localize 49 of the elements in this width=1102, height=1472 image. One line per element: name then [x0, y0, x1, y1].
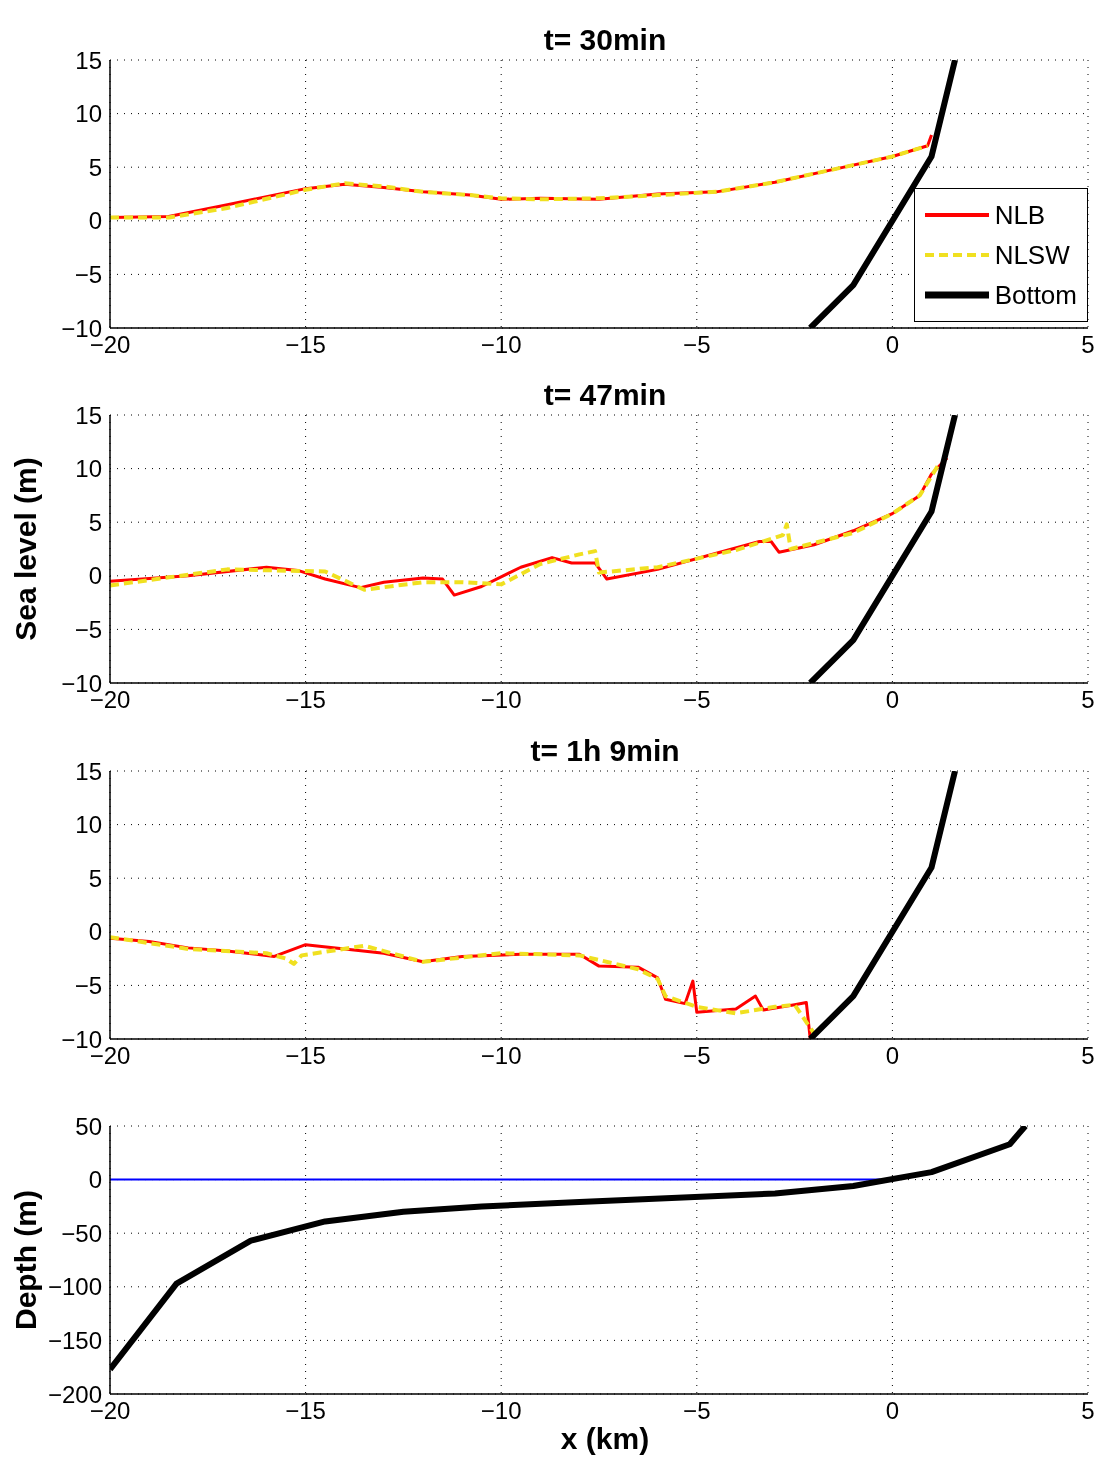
x-tick-label: −5 [683, 1042, 711, 1070]
y-tick-label: 10 [75, 811, 102, 839]
x-tick-label: −10 [480, 686, 522, 714]
x-tick-label: −15 [285, 686, 326, 714]
x-tick-label: 5 [1081, 1042, 1095, 1070]
x-tick-label: 0 [885, 686, 900, 714]
x-tick-label: 0 [885, 1397, 900, 1425]
x-tick-label: −5 [683, 686, 711, 714]
x-tick-label: −10 [480, 1397, 522, 1425]
x-tick-label: −15 [285, 1397, 326, 1425]
y-tick-label: −50 [61, 1219, 102, 1247]
y-tick-label: −5 [74, 260, 102, 288]
y-tick-label: −150 [47, 1326, 102, 1354]
y-tick-label: 15 [75, 757, 102, 785]
legend-label: NLB [994, 199, 1046, 231]
x-tick-label: −5 [683, 1397, 711, 1425]
x-tick-label: −5 [683, 331, 711, 359]
chart-title: t= 47min [542, 378, 668, 412]
y-tick-label: −5 [74, 615, 102, 643]
y-tick-label: 5 [88, 508, 102, 536]
y-tick-label: −100 [47, 1273, 102, 1301]
y-tick-label: 0 [88, 918, 102, 946]
x-tick-label: 5 [1081, 686, 1095, 714]
y-axis-title: Sea level (m) [9, 457, 43, 641]
y-tick-label: 10 [75, 455, 102, 483]
x-tick-label: 5 [1081, 1397, 1095, 1425]
y-tick-label: 15 [75, 401, 102, 429]
y-tick-label: 0 [88, 562, 102, 590]
y-tick-label: 5 [88, 153, 102, 181]
x-tick-label: −10 [480, 1042, 522, 1070]
x-tick-label: −10 [480, 331, 522, 359]
chart-title: t= 1h 9min [529, 734, 681, 768]
y-tick-label: 15 [75, 46, 102, 74]
y-tick-label: 50 [75, 1112, 102, 1140]
x-tick-label: 5 [1081, 331, 1095, 359]
x-tick-label: 0 [885, 331, 900, 359]
legend-label: NLSW [994, 239, 1070, 271]
y-tick-label: 5 [88, 864, 102, 892]
x-tick-label: −15 [285, 1042, 326, 1070]
x-tick-label: 0 [885, 1042, 900, 1070]
y-tick-label: 0 [88, 1166, 102, 1194]
y-tick-label: 10 [75, 100, 102, 128]
chart-title: t= 30min [542, 23, 668, 57]
y-tick-label: −5 [74, 971, 102, 999]
legend-label: Bottom [994, 279, 1077, 311]
x-tick-label: −15 [285, 331, 326, 359]
y-tick-label: 0 [88, 207, 102, 235]
y-axis-title: Depth (m) [9, 1190, 43, 1330]
x-axis-title: x (km) [560, 1422, 650, 1455]
